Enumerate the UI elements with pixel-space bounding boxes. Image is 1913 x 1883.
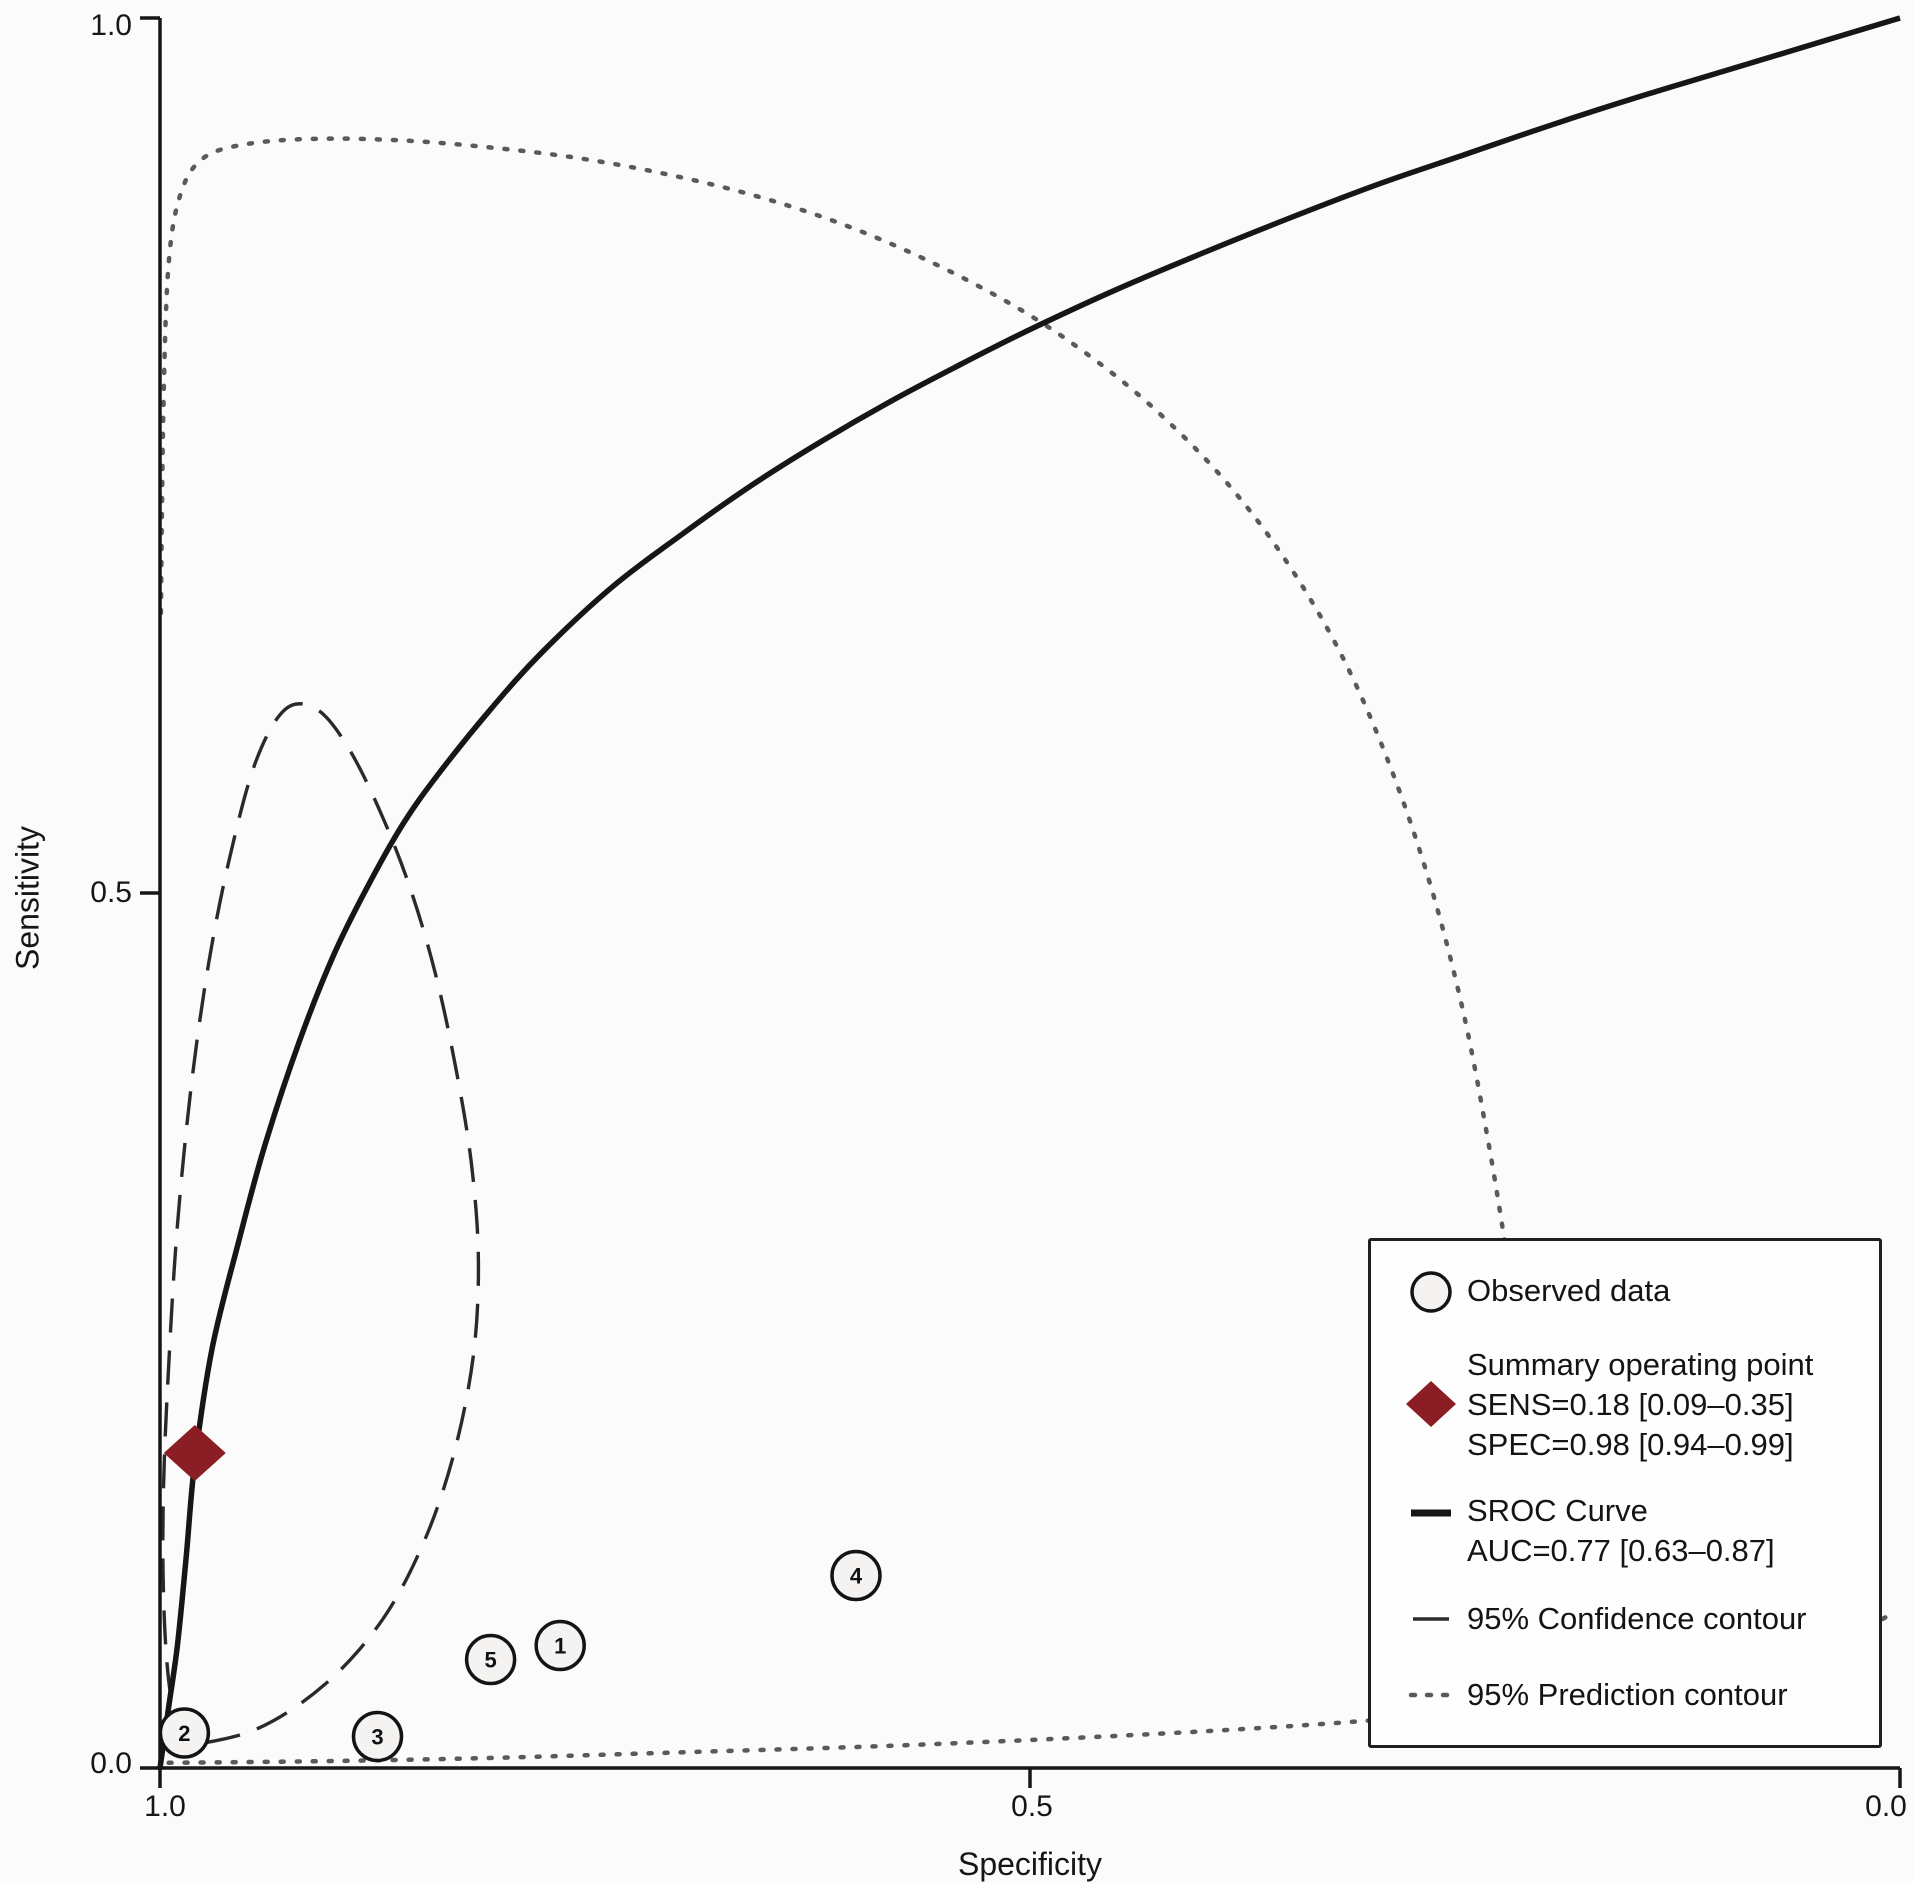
sroc-curve (157, 15, 1901, 1769)
x-tick-label-1.0: 1.0 (144, 1790, 186, 1823)
y-axis-label: Sensitivity (9, 825, 46, 971)
summary-point-diamond-icon (1395, 1379, 1467, 1429)
legend-prediction-label: 95% Prediction contour (1467, 1677, 1788, 1712)
svg-text:2: 2 (178, 1721, 190, 1746)
legend-item-summary: Summary operating point SENS=0.18 [0.09–… (1395, 1345, 1853, 1465)
prediction-contour-upper (158, 136, 1520, 1325)
legend-observed-label: Observed data (1467, 1273, 1671, 1308)
x-tick-label-0.5: 0.5 (1011, 1790, 1053, 1823)
sroc-line-icon (1395, 1507, 1467, 1519)
confidence-dash-icon (1395, 1614, 1467, 1624)
prediction-dots-icon (1395, 1690, 1467, 1700)
x-axis-label: Specificity (957, 1846, 1103, 1882)
legend-item-sroc: SROC Curve AUC=0.77 [0.63–0.87] (1395, 1491, 1853, 1571)
legend-summary-sens: SENS=0.18 [0.09–0.35] (1467, 1387, 1794, 1422)
observed-point-2: 2 (158, 1707, 211, 1759)
observed-point-1: 1 (534, 1619, 586, 1672)
legend-confidence-label: 95% Confidence contour (1467, 1601, 1807, 1636)
legend-summary-spec: SPEC=0.98 [0.94–0.99] (1467, 1427, 1794, 1462)
confidence-contour (161, 702, 481, 1750)
y-tick-label-0.0: 0.0 (90, 1747, 132, 1780)
y-tick-label-0.5: 0.5 (90, 876, 132, 909)
svg-text:1: 1 (554, 1634, 566, 1659)
legend-summary-title: Summary operating point (1467, 1347, 1814, 1382)
x-tick-label-0.0: 0.0 (1865, 1790, 1907, 1823)
legend-sroc-title: SROC Curve (1467, 1493, 1648, 1528)
legend: Observed data Summary operating point SE… (1368, 1238, 1882, 1748)
svg-text:4: 4 (850, 1564, 863, 1589)
observed-point-4: 4 (830, 1549, 882, 1602)
observed-data-circle-icon (1395, 1269, 1467, 1315)
legend-sroc-auc: AUC=0.77 [0.63–0.87] (1467, 1533, 1775, 1568)
legend-item-prediction: 95% Prediction contour (1395, 1675, 1853, 1715)
legend-item-confidence: 95% Confidence contour (1395, 1599, 1853, 1639)
svg-text:5: 5 (484, 1648, 496, 1673)
observed-point-3: 3 (351, 1710, 404, 1763)
summary-operating-point (163, 1425, 226, 1481)
svg-text:3: 3 (371, 1725, 383, 1750)
y-tick-label-1.0: 1.0 (90, 9, 132, 42)
observed-point-5: 5 (464, 1633, 517, 1686)
legend-item-observed: Observed data (1395, 1271, 1853, 1315)
